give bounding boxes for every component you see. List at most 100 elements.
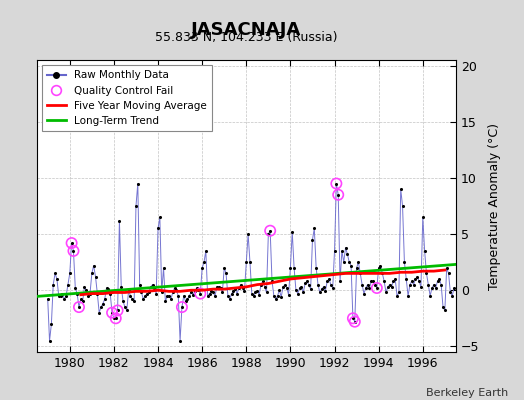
- Point: [351, 318, 359, 325]
- Point: [362, 285, 370, 291]
- Point: [404, 293, 412, 299]
- Point: [112, 315, 120, 322]
- Point: [178, 304, 186, 310]
- Point: [134, 180, 142, 187]
- Point: [75, 304, 83, 310]
- Point: [110, 315, 118, 322]
- Point: [174, 293, 182, 299]
- Point: [266, 228, 275, 234]
- Point: [71, 285, 80, 291]
- Point: [364, 282, 372, 288]
- Point: [301, 280, 309, 287]
- Point: [222, 270, 230, 276]
- Point: [176, 338, 184, 344]
- Point: [231, 286, 239, 292]
- Point: [209, 289, 217, 296]
- Point: [380, 278, 388, 284]
- Point: [391, 276, 399, 282]
- Point: [128, 296, 136, 302]
- Point: [376, 262, 385, 269]
- Point: [47, 321, 56, 327]
- Point: [192, 285, 201, 291]
- Point: [371, 282, 379, 288]
- Point: [249, 293, 258, 299]
- Point: [292, 287, 300, 294]
- Point: [60, 296, 69, 302]
- Point: [266, 228, 275, 234]
- Point: [68, 240, 76, 246]
- Point: [82, 287, 91, 294]
- Point: [446, 289, 454, 296]
- Point: [297, 284, 305, 290]
- Point: [253, 288, 261, 294]
- Point: [233, 290, 241, 297]
- Point: [183, 296, 192, 302]
- Point: [211, 293, 219, 299]
- Point: [270, 293, 278, 299]
- Point: [191, 288, 199, 294]
- Point: [288, 229, 297, 235]
- Point: [139, 296, 147, 302]
- Point: [373, 285, 381, 291]
- Point: [433, 278, 442, 284]
- Point: [218, 289, 226, 296]
- Point: [365, 285, 374, 291]
- Point: [354, 259, 363, 265]
- Point: [119, 298, 127, 305]
- Point: [378, 270, 387, 276]
- Point: [330, 248, 339, 254]
- Point: [248, 290, 256, 297]
- Point: [375, 264, 383, 271]
- Point: [169, 289, 177, 296]
- Point: [123, 307, 131, 314]
- Point: [290, 264, 298, 271]
- Point: [241, 288, 249, 294]
- Point: [238, 285, 247, 291]
- Point: [113, 307, 122, 314]
- Point: [336, 278, 344, 284]
- Point: [213, 284, 221, 290]
- Point: [255, 292, 264, 298]
- Point: [180, 293, 188, 299]
- Point: [264, 231, 272, 237]
- Point: [332, 180, 341, 187]
- Point: [406, 282, 414, 288]
- Text: Berkeley Earth: Berkeley Earth: [426, 388, 508, 398]
- Point: [51, 270, 59, 276]
- Point: [259, 278, 267, 284]
- Point: [88, 270, 96, 276]
- Point: [450, 285, 458, 291]
- Point: [325, 276, 333, 282]
- Point: [279, 284, 287, 290]
- Point: [225, 296, 234, 302]
- Point: [97, 304, 105, 310]
- Point: [86, 290, 94, 297]
- Point: [315, 289, 324, 296]
- Point: [79, 298, 87, 305]
- Point: [121, 304, 129, 310]
- Point: [75, 304, 83, 310]
- Point: [141, 293, 149, 299]
- Point: [137, 289, 146, 296]
- Point: [312, 264, 320, 271]
- Point: [54, 293, 63, 299]
- Point: [165, 293, 173, 299]
- Point: [224, 293, 232, 299]
- Point: [441, 307, 449, 314]
- Point: [299, 289, 308, 296]
- Text: 55.833 N, 104.233 E (Russia): 55.833 N, 104.233 E (Russia): [155, 31, 337, 44]
- Point: [126, 293, 135, 299]
- Point: [402, 276, 410, 282]
- Point: [340, 259, 348, 265]
- Point: [227, 290, 236, 297]
- Point: [351, 318, 359, 325]
- Point: [437, 282, 445, 288]
- Point: [181, 298, 190, 305]
- Point: [136, 282, 144, 288]
- Point: [200, 259, 208, 265]
- Point: [167, 296, 175, 302]
- Point: [411, 276, 420, 282]
- Point: [73, 290, 81, 297]
- Point: [275, 287, 283, 294]
- Point: [187, 289, 195, 296]
